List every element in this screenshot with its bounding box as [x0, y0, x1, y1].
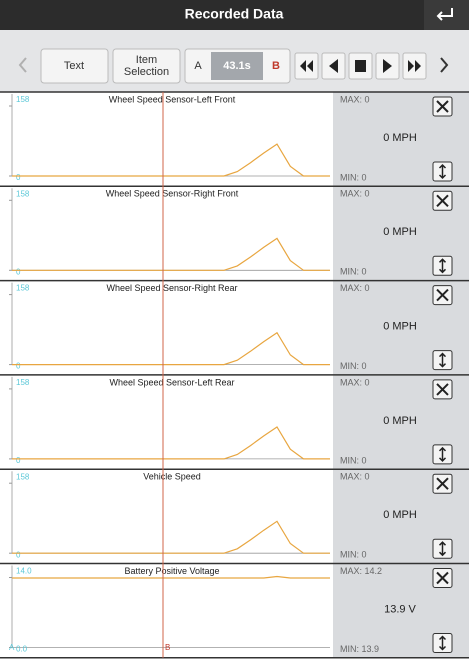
y-tick-label: 0.0 [16, 645, 28, 654]
next-page[interactable] [440, 57, 449, 73]
cursor-a[interactable]: A [194, 60, 202, 72]
rewind-icon [329, 59, 338, 73]
trace [12, 426, 330, 460]
current-value: 0 MPH [383, 415, 417, 427]
trace [12, 331, 330, 366]
trace [12, 143, 330, 177]
fast-forward-icon [408, 60, 421, 72]
current-value: 0 MPH [383, 132, 417, 144]
chart-title: Wheel Speed Sensor-Right Front [106, 189, 239, 199]
max-label: MAX: 0 [340, 283, 370, 293]
item-selection-wrap: Item Selection [123, 54, 170, 78]
min-label: MIN: 0 [340, 455, 367, 465]
playback-controls [294, 52, 427, 80]
max-label: MAX: 0 [340, 94, 370, 104]
y-tick-label: 158 [16, 95, 30, 104]
close-icon [436, 477, 449, 490]
time-box [211, 52, 263, 80]
y-tick-label: 158 [16, 284, 30, 293]
y-tick-label: 158 [16, 472, 30, 481]
y-tick-label: 14.0 [16, 567, 32, 576]
text-button[interactable] [40, 48, 109, 84]
min-label: MIN: 13.9 [340, 644, 379, 654]
min-label: MIN: 0 [340, 172, 367, 182]
cursor-a-label: A [9, 643, 15, 652]
min-label: MIN: 0 [340, 267, 367, 277]
header-bar [0, 0, 469, 30]
item-selection-label: Item Selection [123, 54, 170, 78]
time-value: 43.1s [223, 60, 251, 72]
resize-icon [438, 163, 447, 180]
min-label: MIN: 0 [340, 361, 367, 371]
close-icon [436, 100, 449, 113]
y-tick-label: 0 [16, 173, 21, 182]
resize-icon [438, 352, 447, 368]
close-icon [436, 288, 449, 302]
y-tick-label: 0 [16, 362, 21, 371]
fast-rewind[interactable] [294, 52, 319, 80]
cursor-b[interactable]: B [272, 60, 280, 72]
chart-title: Battery Positive Voltage [124, 566, 219, 576]
fast-forward[interactable] [402, 52, 427, 80]
text-button-label: Text [64, 60, 84, 72]
current-value: 13.9 V [384, 603, 416, 615]
max-label: MAX: 14.2 [340, 566, 382, 576]
chart-title: Wheel Speed Sensor-Right Rear [106, 283, 237, 293]
item-selection-button[interactable] [112, 48, 181, 84]
close-icon [436, 194, 449, 208]
y-tick-label: 158 [16, 189, 30, 198]
prev-page[interactable] [18, 57, 27, 73]
resize-icon [438, 541, 447, 557]
play-icon [383, 59, 392, 73]
trace [12, 237, 330, 271]
current-value: 0 MPH [383, 321, 417, 333]
cursor-b-label: B [165, 643, 170, 652]
current-value: 0 MPH [383, 226, 417, 238]
resize-icon [438, 635, 447, 651]
chart-title: Wheel Speed Sensor-Left Rear [109, 377, 234, 387]
y-tick-label: 0 [16, 456, 21, 465]
y-tick-label: 0 [16, 267, 21, 276]
max-label: MAX: 0 [340, 189, 370, 199]
fast-rewind-icon [300, 60, 313, 72]
y-tick-label: 0 [16, 550, 21, 559]
chart-title: Vehicle Speed [143, 472, 201, 482]
max-label: MAX: 0 [340, 472, 370, 482]
chart-title: Wheel Speed Sensor-Left Front [109, 94, 236, 104]
trace [12, 520, 330, 554]
close-icon [436, 383, 449, 396]
max-label: MAX: 0 [340, 377, 370, 387]
header-title: Recorded Data [185, 6, 284, 22]
min-label: MIN: 0 [340, 550, 367, 560]
back-icon [436, 8, 453, 21]
stop-icon [355, 60, 366, 72]
close-icon [436, 571, 449, 585]
resize-icon [438, 258, 447, 274]
current-value: 0 MPH [383, 509, 417, 521]
resize-icon [438, 446, 447, 462]
y-tick-label: 158 [16, 378, 30, 387]
trace [12, 575, 330, 579]
